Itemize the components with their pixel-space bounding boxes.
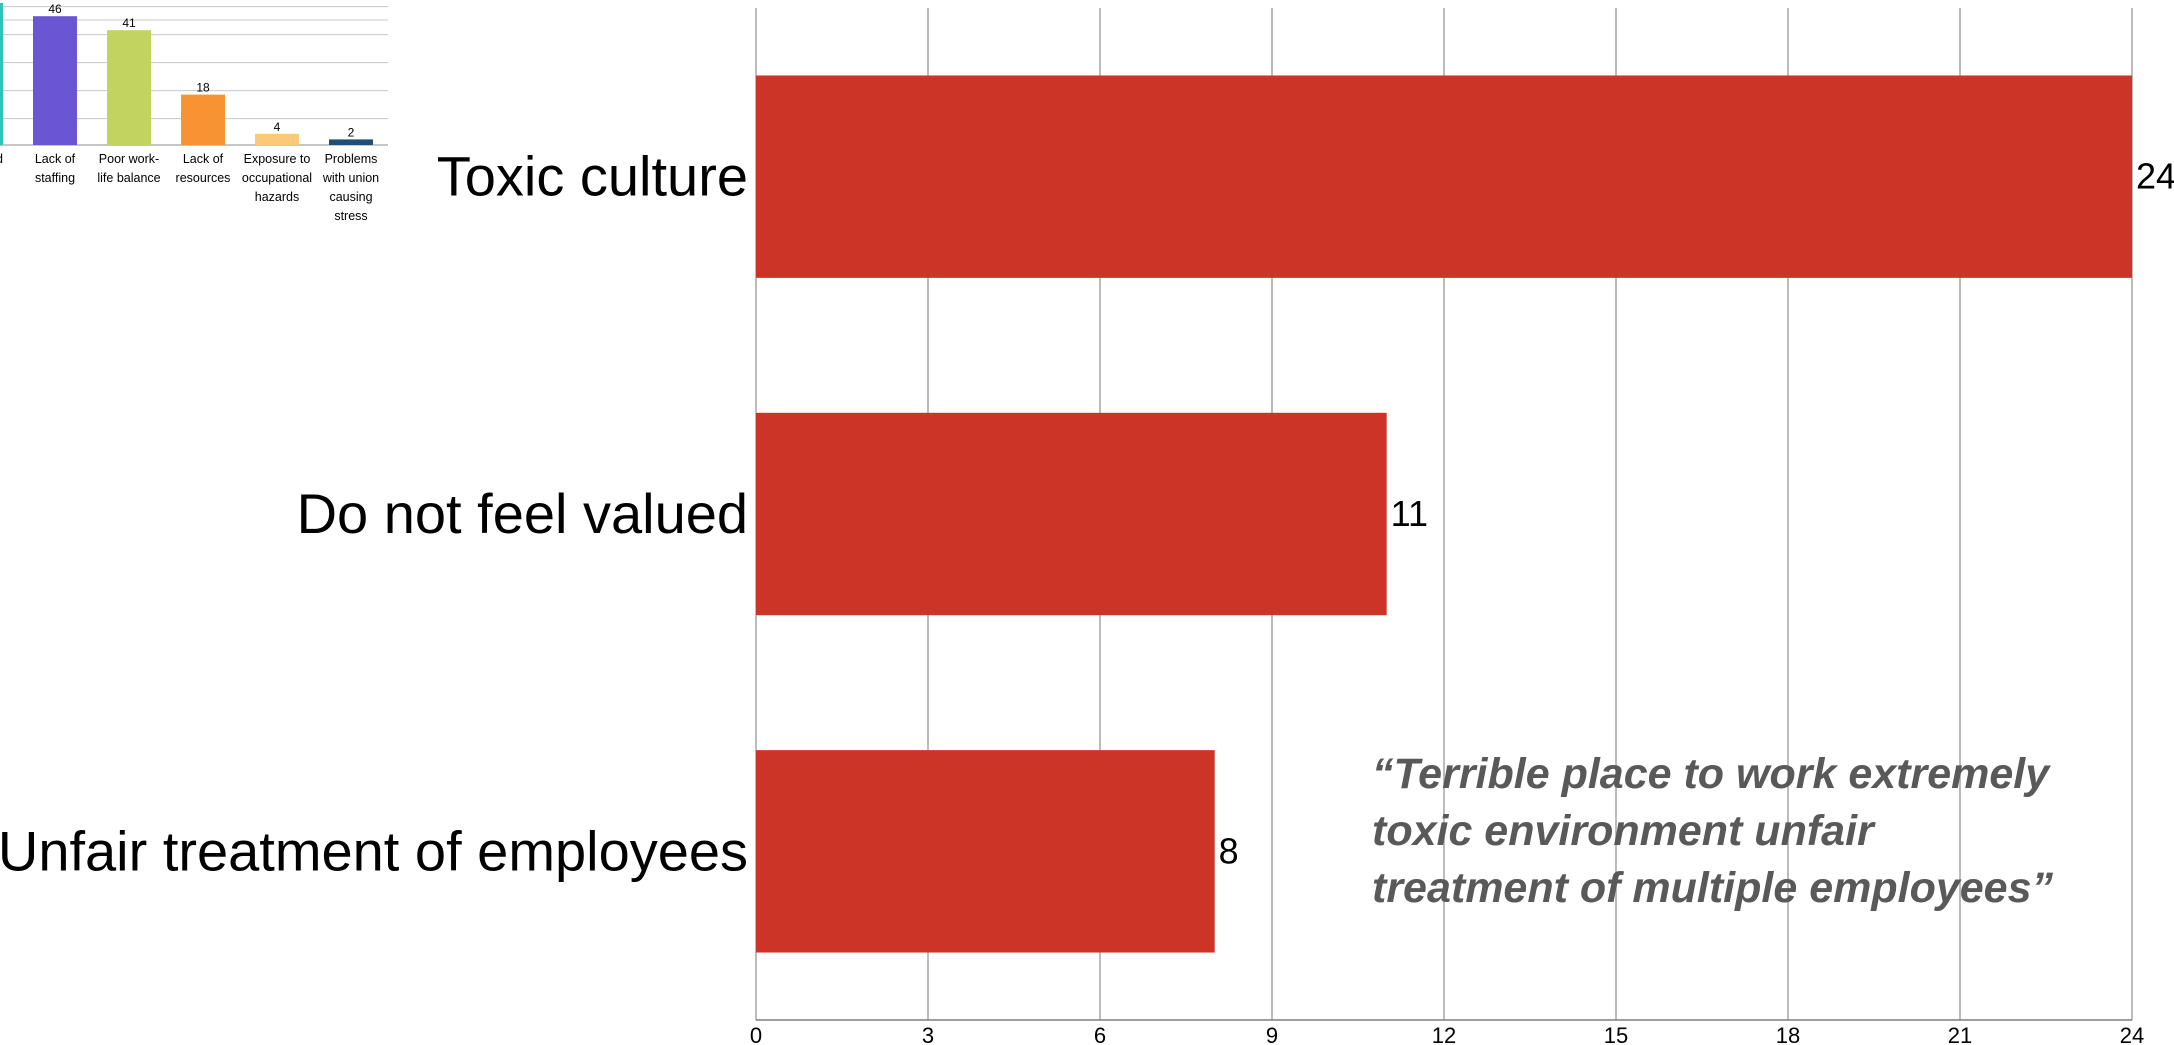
inset-bar — [255, 133, 299, 145]
bar — [756, 412, 1387, 616]
category-label: Toxic culture — [437, 145, 748, 208]
inset-bar — [181, 94, 225, 145]
bar-value-label: 24 — [2136, 156, 2174, 197]
inset-category-label: staffing — [35, 171, 75, 185]
inset-bar-chart: d 46 Lack of staffing 41 Poor work-life balan… — [0, 2, 388, 223]
inset-category-label: resources — [176, 171, 231, 185]
x-tick-label: 24 — [2120, 1023, 2144, 1045]
x-tick-label: 9 — [1266, 1023, 1278, 1045]
x-tick-label: 0 — [750, 1023, 762, 1045]
inset-bar-value-label: 18 — [196, 81, 210, 95]
inset-bar-value-label: 41 — [122, 16, 136, 30]
inset-category-label: hazards — [255, 190, 299, 204]
inset-category-label: Problems — [325, 152, 378, 166]
x-tick-label: 21 — [1948, 1023, 1972, 1045]
inset-category-label: Poor work- — [99, 152, 159, 166]
quote-line: “Terrible place to work extremely — [1372, 750, 2050, 798]
x-tick-label: 12 — [1432, 1023, 1456, 1045]
quote-line: treatment of multiple employees” — [1372, 864, 2053, 912]
inset-category-label: Lack of — [183, 152, 224, 166]
inset-category-label: Exposure to — [244, 152, 311, 166]
inset-category-label: occupational — [242, 171, 312, 185]
x-tick-label: 18 — [1776, 1023, 1800, 1045]
x-tick-label: 15 — [1604, 1023, 1628, 1045]
inset-bar-value-label: 4 — [274, 120, 281, 134]
bar — [756, 750, 1215, 953]
inset-category-label: stress — [334, 209, 367, 223]
inset-category-label: with union — [322, 171, 379, 185]
x-tick-label: 6 — [1094, 1023, 1106, 1045]
bar — [756, 75, 2132, 278]
inset-bar — [329, 139, 373, 145]
inset-category-label: Lack of — [35, 152, 76, 166]
quote-line: toxic environment unfair — [1372, 807, 1874, 855]
inset-category-label: life balance — [97, 171, 160, 185]
category-label: Unfair treatment of employees — [0, 819, 748, 882]
inset-bar — [33, 16, 77, 146]
employee-quote: “Terrible place to work extremely toxic … — [1372, 746, 2132, 917]
inset-bar-value-label: 46 — [48, 2, 62, 16]
inset-bar-value-label: 2 — [348, 125, 355, 139]
inset-bar — [0, 3, 3, 145]
inset-bar — [107, 30, 151, 146]
category-label: Do not feel valued — [297, 482, 748, 545]
inset-category-label: d — [0, 152, 3, 166]
inset-category-label: causing — [329, 190, 372, 204]
x-tick-label: 3 — [922, 1023, 934, 1045]
bar-value-label: 11 — [1391, 493, 1428, 534]
bar-value-label: 8 — [1219, 830, 1239, 871]
